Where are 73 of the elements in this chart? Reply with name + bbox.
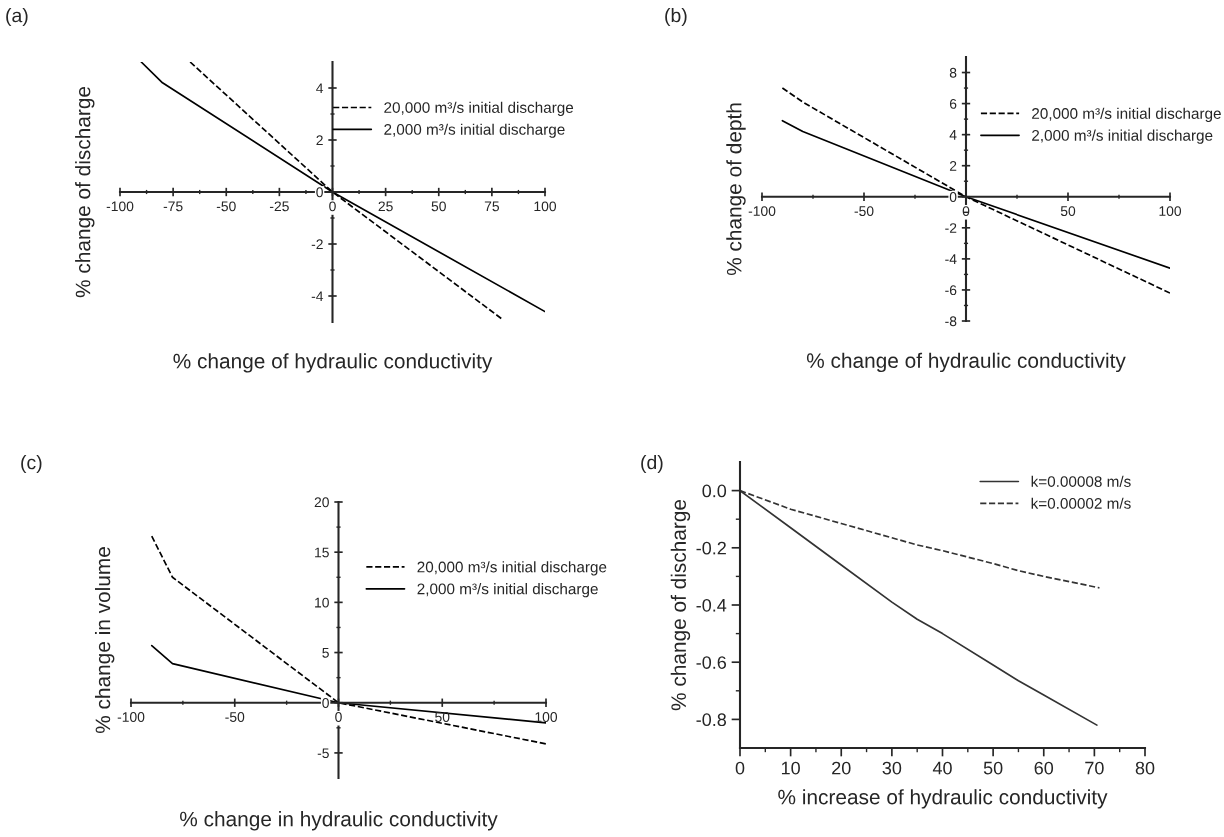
y-tick-label: -6 bbox=[945, 285, 957, 296]
y-tick-label: 4 bbox=[316, 83, 324, 94]
y-tick-label: 0.0 bbox=[702, 484, 727, 498]
y-tick-label: -0.6 bbox=[696, 656, 727, 669]
x-tick-label: -100 bbox=[106, 201, 134, 212]
x-tick-label: 50 bbox=[1060, 206, 1076, 216]
x-tick-label: 40 bbox=[932, 761, 952, 775]
y-tick-label: 8 bbox=[949, 67, 957, 78]
x-tick-label: 0 bbox=[735, 761, 745, 775]
x-tick-label: -50 bbox=[854, 206, 874, 216]
y-tick-label: 20 bbox=[314, 497, 329, 508]
chart-title: (c) bbox=[21, 455, 42, 474]
x-tick-label: -25 bbox=[269, 201, 289, 212]
y-tick-label: 0 bbox=[322, 698, 329, 708]
y-axis-title: % change of discharge bbox=[75, 86, 95, 298]
chart-title: (b) bbox=[665, 8, 687, 27]
x-tick-label: -50 bbox=[216, 201, 236, 212]
x-tick-label: 0 bbox=[335, 712, 342, 722]
chart-title: (d) bbox=[641, 455, 663, 474]
y-axis-title: % change in volume bbox=[94, 547, 115, 734]
chart-title: (a) bbox=[6, 8, 28, 27]
y-tick-label: -2 bbox=[945, 223, 957, 233]
y-tick-label: -2 bbox=[311, 239, 323, 250]
y-tick-label: 4 bbox=[949, 130, 957, 140]
x-tick-label: -100 bbox=[117, 712, 145, 722]
x-tick-label: 50 bbox=[435, 712, 450, 722]
y-tick-label: 10 bbox=[315, 597, 329, 608]
x-tick-label: -75 bbox=[163, 201, 183, 212]
y-tick-label: -0.4 bbox=[696, 598, 727, 612]
x-tick-label: 0 bbox=[962, 206, 970, 216]
x-axis-title: % increase of hydraulic conductivity bbox=[778, 789, 1108, 809]
x-tick-label: -100 bbox=[748, 206, 776, 216]
y-tick-label: 2 bbox=[949, 161, 957, 171]
y-tick-label: -5 bbox=[317, 748, 329, 759]
legend-label: 2,000 m³/s initial discharge bbox=[384, 123, 565, 138]
x-tick-label: 50 bbox=[983, 761, 1003, 775]
x-tick-label: 100 bbox=[534, 201, 557, 212]
y-tick-label: 6 bbox=[949, 98, 957, 109]
y-tick-label: -0.8 bbox=[696, 713, 727, 727]
x-tick-label: 25 bbox=[378, 201, 393, 212]
x-tick-label: 100 bbox=[1159, 206, 1182, 216]
y-tick-label: 15 bbox=[315, 547, 329, 558]
legend-label: 20,000 m³/s initial discharge bbox=[384, 101, 574, 116]
legend-label: 20,000 m³/s initial discharge bbox=[417, 561, 607, 576]
y-axis-title: % change of depth bbox=[726, 103, 746, 276]
x-tick-label: 60 bbox=[1034, 761, 1054, 775]
legend-label: 20,000 m³/s initial discharge bbox=[1032, 107, 1221, 122]
y-tick-label: 5 bbox=[322, 648, 329, 658]
x-axis-title: % change of hydraulic conductivity bbox=[173, 353, 493, 373]
y-tick-label: -4 bbox=[945, 254, 957, 264]
x-tick-label: 50 bbox=[431, 201, 446, 212]
x-tick-label: 20 bbox=[832, 761, 851, 775]
x-tick-label: 80 bbox=[1135, 761, 1155, 775]
x-tick-label: 100 bbox=[535, 712, 558, 722]
x-axis-title: % change in hydraulic conductivity bbox=[180, 811, 498, 831]
x-tick-label: 10 bbox=[781, 761, 800, 775]
y-tick-label: 0 bbox=[316, 187, 323, 198]
y-tick-label: -8 bbox=[945, 316, 957, 327]
y-axis-title: % change of discharge bbox=[670, 499, 691, 711]
x-tick-label: 70 bbox=[1085, 761, 1104, 775]
x-axis-title: % change of hydraulic conductivity bbox=[806, 352, 1126, 373]
x-tick-label: 0 bbox=[329, 201, 336, 212]
x-tick-label: 75 bbox=[484, 201, 500, 212]
legend-label: k=0.00002 m/s bbox=[1031, 497, 1131, 509]
legend-label: 2,000 m³/s initial discharge bbox=[417, 583, 598, 598]
y-tick-label: 0 bbox=[949, 192, 957, 202]
legend-label: 2,000 m³/s initial discharge bbox=[1032, 129, 1213, 144]
x-tick-label: -50 bbox=[225, 712, 245, 722]
y-tick-label: -0.2 bbox=[696, 541, 726, 555]
x-tick-label: 30 bbox=[882, 761, 902, 775]
y-tick-label: 2 bbox=[316, 135, 323, 146]
y-tick-label: -4 bbox=[311, 291, 324, 302]
legend-label: k=0.00008 m/s bbox=[1031, 475, 1131, 487]
